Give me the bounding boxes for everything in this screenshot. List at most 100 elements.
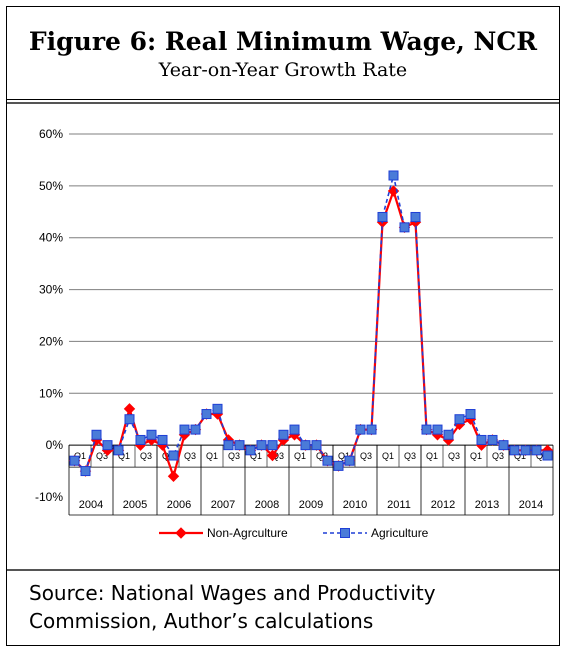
data-point-agriculture — [366, 424, 377, 435]
data-point-agriculture — [223, 440, 234, 451]
data-point-agriculture — [201, 409, 212, 420]
data-point-agriculture — [443, 429, 454, 440]
quarter-label: Q1 — [382, 451, 394, 461]
quarter-label: Q1 — [470, 451, 482, 461]
year-label: 2005 — [123, 499, 147, 511]
year-label: 2008 — [255, 499, 279, 511]
data-point-agriculture — [432, 424, 443, 435]
year-label: 2011 — [387, 499, 411, 511]
y-tick-label: 10% — [39, 386, 63, 400]
data-point-agriculture — [476, 434, 487, 445]
data-point-agriculture — [278, 429, 289, 440]
data-point-agriculture — [168, 450, 179, 461]
year-label: 2010 — [343, 499, 367, 511]
data-point-agriculture — [421, 424, 432, 435]
data-point-agriculture — [300, 440, 311, 451]
quarter-label: Q3 — [272, 451, 284, 461]
data-point-agriculture — [80, 466, 91, 477]
data-point-agriculture — [333, 460, 344, 471]
data-point-agriculture — [465, 409, 476, 420]
data-point-agriculture — [69, 455, 80, 466]
data-point-agriculture — [311, 440, 322, 451]
data-point-agriculture — [289, 424, 300, 435]
figure-subtitle: Year-on-Year Growth Rate — [158, 59, 408, 81]
quarter-label: Q3 — [140, 451, 152, 461]
data-point-agriculture — [179, 424, 190, 435]
chart-area: -10% 0% 10% 20% 30% 40% 50% 60% Q1 Q3 Q1 Q3 Q1 Q3 Q1 Q3… — [7, 102, 559, 571]
data-point-agriculture — [410, 211, 421, 222]
quarter-label: Q3 — [448, 451, 460, 461]
year-label: 2006 — [167, 499, 191, 511]
legend-label-agriculture: Agriculture — [371, 526, 429, 540]
data-point-agriculture — [399, 222, 410, 233]
y-tick-label: 50% — [39, 179, 63, 193]
quarter-label: Q3 — [316, 451, 328, 461]
data-point-agriculture — [344, 455, 355, 466]
quarter-label: Q3 — [96, 451, 108, 461]
quarter-label: Q1 — [514, 451, 526, 461]
quarter-label: Q1 — [294, 451, 306, 461]
legend-marker-agriculture — [340, 528, 350, 538]
quarter-label: Q1 — [426, 451, 438, 461]
year-label: 2013 — [475, 499, 499, 511]
data-point-agriculture — [234, 440, 245, 451]
quarter-label: Q1 — [338, 451, 350, 461]
data-point-agriculture — [124, 414, 135, 425]
data-point-agriculture — [377, 211, 388, 222]
year-label: 2009 — [299, 499, 323, 511]
data-point-agriculture — [146, 429, 157, 440]
quarter-label: Q3 — [404, 451, 416, 461]
quarter-label: Q3 — [492, 451, 504, 461]
data-point-agriculture — [520, 445, 531, 456]
y-tick-label: 60% — [39, 127, 63, 141]
y-tick-label: 40% — [39, 231, 63, 245]
y-tick-label: -10% — [35, 490, 63, 504]
series-line-agriculture — [73, 175, 548, 473]
data-point-agriculture — [245, 445, 256, 456]
data-point-agriculture — [542, 450, 553, 461]
year-label: 2014 — [519, 499, 543, 511]
data-point-agriculture — [487, 434, 498, 445]
quarter-label: Q3 — [360, 451, 372, 461]
data-point-agriculture — [113, 445, 124, 456]
source-note: Source: National Wages and Productivity … — [29, 581, 436, 633]
quarter-label: Q1 — [162, 451, 174, 461]
figure-title: Figure 6: Real Minimum Wage, NCR — [28, 27, 538, 56]
data-point-agriculture — [454, 414, 465, 425]
data-point-agriculture — [498, 440, 509, 451]
data-point-agriculture — [531, 445, 542, 456]
figure-header: Figure 6: Real Minimum Wage, NCR Year-on… — [7, 7, 559, 100]
quarter-label: Q3 — [536, 451, 548, 461]
data-point-agriculture — [256, 440, 267, 451]
year-label: 2004 — [79, 499, 103, 511]
data-point-agriculture — [388, 170, 399, 181]
data-point-agriculture — [212, 403, 223, 414]
legend-label-non-agriculture: Non-Agrculture — [207, 526, 288, 540]
data-point-agriculture — [102, 440, 113, 451]
data-point-agriculture — [509, 445, 520, 456]
data-point-agriculture — [355, 424, 366, 435]
data-point-non-agriculture — [123, 403, 136, 415]
quarter-label: Q1 — [118, 451, 130, 461]
data-point-non-agriculture — [167, 470, 180, 482]
quarter-label: Q1 — [250, 451, 262, 461]
data-point-agriculture — [135, 434, 146, 445]
quarter-label: Q3 — [228, 451, 240, 461]
series-line-non-agriculture — [73, 187, 548, 481]
legend-marker-non-agriculture — [175, 527, 187, 539]
quarter-label: Q1 — [74, 451, 86, 461]
y-tick-label: 30% — [39, 283, 63, 297]
data-point-agriculture — [157, 434, 168, 445]
quarter-label: Q1 — [206, 451, 218, 461]
data-point-agriculture — [190, 424, 201, 435]
data-point-non-agriculture — [266, 449, 279, 462]
data-point-agriculture — [91, 429, 102, 440]
data-point-agriculture — [322, 455, 333, 466]
quarter-label: Q3 — [184, 451, 196, 461]
year-label: 2012 — [431, 499, 455, 511]
y-tick-label: 0% — [46, 438, 64, 452]
year-label: 2007 — [211, 499, 235, 511]
y-tick-label: 20% — [39, 334, 63, 348]
line-chart: -10% 0% 10% 20% 30% 40% 50% 60% Q1 Q3 Q1 Q3 Q1 Q3 Q1 Q3… — [35, 127, 554, 540]
figure-frame: Figure 6: Real Minimum Wage, NCR Year-on… — [6, 6, 560, 646]
